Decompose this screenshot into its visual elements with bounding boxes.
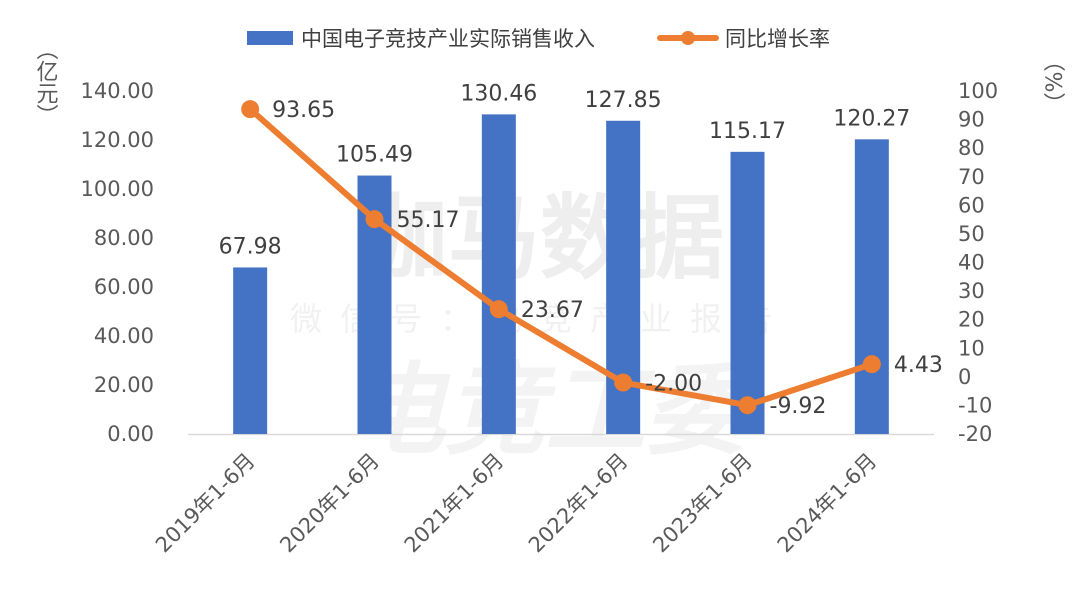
watermark-line3: 电竞工委 [345,352,757,469]
x-tick-label: 2019年1-6月 [151,449,260,558]
line-point [489,300,508,319]
left-tick-label: 40.00 [94,324,154,348]
line-data-label: -2.00 [645,372,702,397]
left-tick-label: 120.00 [81,128,154,152]
legend-bar-label: 中国电子竞技产业实际销售收入 [301,27,595,51]
line-data-label: 93.65 [272,98,335,123]
legend: 中国电子竞技产业实际销售收入 同比增长率 [247,27,830,51]
bar-data-label: 115.17 [709,119,786,144]
left-tick-label: 60.00 [94,275,154,299]
left-axis-ticks: 0.00 20.00 40.00 60.00 80.00 100.00 120.00 140.… [81,79,154,446]
right-tick-label: 20 [958,308,985,332]
watermark: 伽马数据 微信号：电竞产业报告 电竞工委 [290,185,772,469]
line-data-label: -9.92 [770,394,827,419]
line-point [738,396,757,415]
right-tick-label: 60 [958,193,985,217]
right-tick-label: 100 [958,79,998,103]
right-axis-ticks: -20 -10 0 10 20 30 40 50 60 70 80 90 100 [958,79,998,446]
right-tick-label: 10 [958,336,985,360]
bar [730,151,765,434]
x-tick-label: 2020年1-6月 [275,449,384,558]
line-data-label: 55.17 [397,208,460,233]
right-axis-unit: （%） [1040,50,1066,115]
growth-line [247,106,875,409]
bar-data-label: 120.27 [833,106,910,131]
right-tick-label: 0 [958,365,971,389]
left-axis-unit: （亿元） [33,38,59,126]
left-tick-label: 80.00 [94,226,154,250]
left-tick-label: 0.00 [107,422,154,446]
bar [481,114,516,435]
right-tick-label: 80 [958,136,985,160]
bar-data-label: 130.46 [460,81,537,106]
right-tick-label: -20 [958,422,992,446]
legend-bar-swatch [247,31,293,45]
left-tick-label: 100.00 [81,177,154,201]
line-point [614,373,633,392]
legend-line-marker [681,31,695,45]
right-tick-label: 90 [958,108,985,132]
line-point [241,100,260,119]
right-tick-label: 50 [958,222,985,246]
line-data-label: 4.43 [894,353,943,378]
line-data-label: 23.67 [521,298,584,323]
bar [233,267,268,434]
line-series [241,100,881,415]
bar-data-label: 67.98 [219,234,282,259]
line-point [862,355,881,374]
left-tick-label: 20.00 [94,373,154,397]
watermark-line1: 伽马数据 [356,185,724,292]
bar-data-label: 127.85 [585,88,662,113]
x-tick-label: 2024年1-6月 [773,449,882,558]
right-tick-label: 70 [958,165,985,189]
left-tick-label: 140.00 [81,79,154,103]
right-tick-label: -10 [958,393,992,417]
right-tick-label: 40 [958,251,985,275]
bar [854,139,889,434]
line-data-labels: 93.65 55.17 23.67 -2.00 -9.92 4.43 [272,98,943,419]
legend-line-label: 同比增长率 [725,27,830,51]
right-tick-label: 30 [958,279,985,303]
bar-data-label: 105.49 [336,143,413,168]
line-point [365,210,384,229]
bar-data-labels: 67.98 105.49 130.46 127.85 115.17 120.27 [219,81,911,259]
